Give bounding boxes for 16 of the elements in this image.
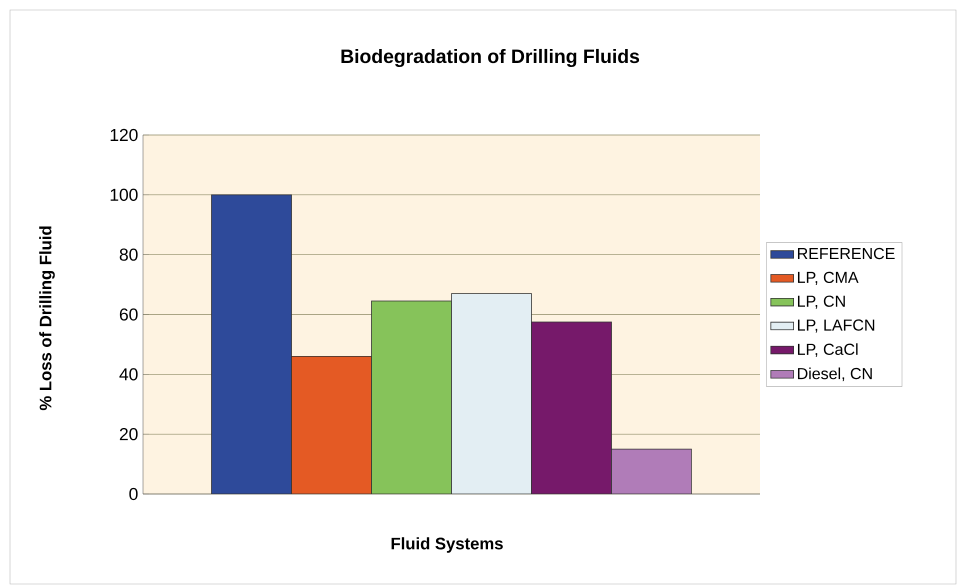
legend-label: LP, CaCl <box>798 343 858 357</box>
legend-label: Diesel, CN <box>798 368 872 382</box>
chart-title: Biodegradation of Drilling Fluids <box>341 48 640 68</box>
y-axis-title: % Loss of Drilling Fluid <box>39 226 55 410</box>
y-tick-label: 80 <box>120 248 138 261</box>
y-tick-label: 120 <box>110 128 138 142</box>
y-tick-label: 40 <box>119 368 138 380</box>
legend-label: REFERENCE <box>798 248 895 260</box>
y-tick-label: 20 <box>120 428 138 440</box>
y-tick-label: 100 <box>110 188 138 201</box>
legend-label: LP, CN <box>798 296 845 309</box>
y-tick-label: 0 <box>129 488 138 500</box>
legend-label: LP, LAFCN <box>798 319 874 333</box>
x-axis-title: Fluid Systems <box>392 537 503 553</box>
y-tick-label: 60 <box>120 308 138 321</box>
legend-label: LP, CMA <box>798 272 859 285</box>
